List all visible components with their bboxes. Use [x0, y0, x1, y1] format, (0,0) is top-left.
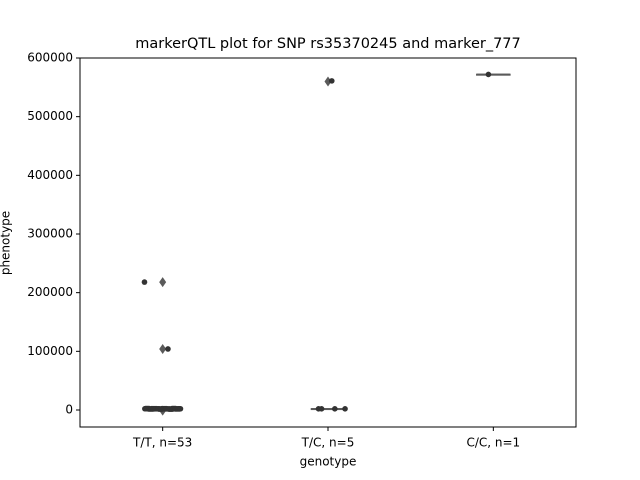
x-axis-label: genotype — [300, 455, 357, 469]
y-tick-label: 300000 — [27, 226, 73, 240]
chart-title: markerQTL plot for SNP rs35370245 and ma… — [135, 36, 521, 52]
y-tick-label: 200000 — [27, 285, 73, 299]
point — [163, 405, 170, 412]
point — [485, 71, 492, 78]
y-tick-label: 600000 — [27, 51, 73, 65]
outlier — [159, 343, 167, 354]
x-tick-label: T/C, n=5 — [301, 436, 355, 450]
point — [315, 406, 322, 412]
y-tick-label: 500000 — [27, 109, 73, 123]
point — [328, 78, 335, 84]
point — [165, 346, 171, 352]
y-tick-label: 400000 — [27, 168, 73, 182]
point — [141, 279, 148, 285]
x-tick-label: T/T, n=53 — [132, 436, 192, 450]
y-axis-label: phenotype — [0, 211, 13, 275]
point — [342, 406, 348, 412]
point — [332, 406, 338, 412]
plot-frame — [79, 57, 577, 428]
point — [143, 405, 149, 412]
point — [176, 406, 183, 412]
x-tick-label: C/C, n=1 — [466, 436, 520, 450]
y-tick-label: 0 — [65, 402, 73, 416]
outlier — [159, 277, 167, 288]
point — [150, 406, 156, 412]
y-tick-label: 100000 — [27, 344, 73, 358]
